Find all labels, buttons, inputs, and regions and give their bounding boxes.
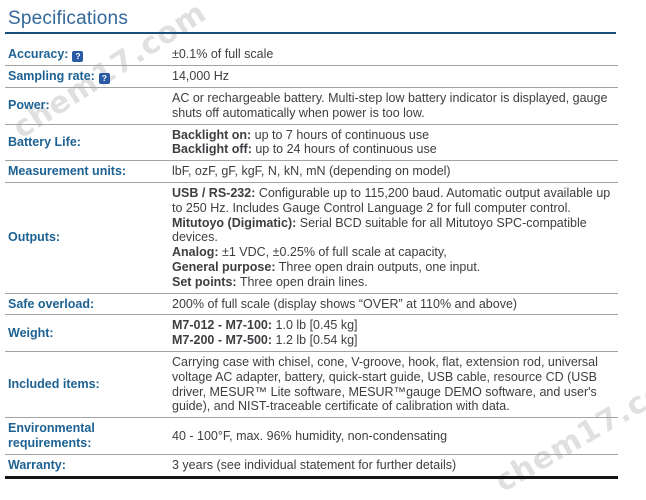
help-icon[interactable]: ? (98, 73, 110, 84)
spec-label-text: Included items: (8, 377, 100, 392)
spec-label-warranty: Warranty: (5, 454, 172, 477)
spec-value-bold-run: M7-200 - M7-500: (172, 333, 273, 348)
spec-value-bold-run: Backlight off: (172, 142, 252, 157)
spec-value-bold-run: M7-012 - M7-100: (172, 318, 273, 333)
spec-value-run: Configurable up to 115,200 baud. Automat… (172, 185, 611, 215)
spec-value-run: AC or rechargeable battery. Multi-step l… (172, 91, 608, 120)
spec-label-text: Weight: (8, 325, 54, 340)
spec-value-bold-run: Backlight on: (172, 127, 252, 142)
spec-value-run: 1.0 lb [0.45 kg] (272, 318, 358, 333)
spec-value-bold-run: Mitutoyo (Digimatic): (172, 215, 297, 230)
spec-value-run: 1.2 lb [0.54 kg] (272, 333, 358, 348)
spec-value-line: Set points: Three open drain lines. (172, 275, 618, 290)
spec-value-line: General purpose: Three open drain output… (172, 260, 618, 275)
spec-row-warranty: Warranty: 3 years (see individual stateme… (5, 454, 618, 477)
spec-value-line: USB / RS-232: Configurable up to 115,200… (172, 186, 618, 216)
spec-label-power: Power: (5, 87, 172, 125)
spec-value-run: ±1 VDC, ±0.25% of full scale at capacity… (218, 245, 447, 260)
spec-label-environmental-requirements: Environmental requirements: (5, 417, 172, 455)
spec-label-text: Power: (8, 98, 50, 113)
spec-value-run: Three open drain outputs, one input. (275, 259, 481, 274)
spec-value-run: up to 7 hours of continuous use (251, 127, 430, 142)
spec-row-weight: Weight: M7-012 - M7-100: 1.0 lb [0.45 kg]… (5, 314, 618, 352)
spec-value-run: Serial BCD suitable for all Mitutoyo SPC… (172, 215, 587, 245)
spec-label-outputs: Outputs: (5, 182, 172, 294)
spec-value-included-items: Carrying case with chisel, cone, V-groov… (172, 351, 618, 419)
spec-value-run: Carrying case with chisel, cone, V-groov… (172, 354, 598, 414)
spec-value-run: Three open drain lines. (236, 274, 368, 289)
spec-label-weight: Weight: (5, 314, 172, 352)
spec-label-text: Environmental requirements: (8, 421, 95, 450)
spec-label-battery-life: Battery Life: (5, 124, 172, 162)
spec-row-accuracy: Accuracy:? ±0.1% of full scale (5, 44, 618, 66)
spec-label-measurement-units: Measurement units: (5, 160, 172, 183)
spec-value-battery-life: Backlight on: up to 7 hours of continuou… (172, 124, 618, 162)
spec-row-sampling-rate: Sampling rate:? 14,000 Hz (5, 65, 618, 88)
spec-value-run: lbF, ozF, gF, kgF, N, kN, mN (depending … (172, 164, 451, 179)
spec-value-line: AC or rechargeable battery. Multi-step l… (172, 91, 618, 121)
spec-value-run: 40 - 100°F, max. 96% humidity, non-conde… (172, 428, 448, 443)
spec-value-measurement-units: lbF, ozF, gF, kgF, N, kN, mN (depending … (172, 160, 618, 183)
spec-value-run: up to 24 hours of continuous use (251, 142, 437, 157)
spec-label-safe-overload: Safe overload: (5, 293, 172, 316)
spec-value-bold-run: Set points: (172, 274, 237, 289)
spec-value-line: M7-012 - M7-100: 1.0 lb [0.45 kg] (172, 318, 618, 333)
spec-value-line: Analog: ±1 VDC, ±0.25% of full scale at … (172, 245, 618, 260)
spec-row-power: Power: AC or rechargeable battery. Multi-… (5, 87, 618, 125)
spec-value-line: 14,000 Hz (172, 69, 618, 84)
spec-row-outputs: Outputs: USB / RS-232: Configurable up to… (5, 182, 618, 294)
spec-row-measurement-units: Measurement units: lbF, ozF, gF, kgF, N, … (5, 160, 618, 183)
spec-value-outputs: USB / RS-232: Configurable up to 115,200… (172, 182, 618, 294)
spec-value-line: Mitutoyo (Digimatic): Serial BCD suitabl… (172, 216, 618, 246)
spec-value-line: lbF, ozF, gF, kgF, N, kN, mN (depending … (172, 164, 618, 179)
spec-label-text: Safe overload: (8, 296, 95, 311)
spec-value-line: Carrying case with chisel, cone, V-groov… (172, 355, 618, 414)
spec-label-sampling-rate: Sampling rate:? (5, 65, 172, 88)
spec-row-included-items: Included items: Carrying case with chisel… (5, 351, 618, 419)
specifications-table: Accuracy:? ±0.1% of full scale Sampling ra… (5, 44, 618, 479)
help-icon[interactable]: ? (72, 51, 84, 62)
spec-value-bold-run: USB / RS-232: (172, 185, 256, 200)
spec-value-bold-run: General purpose: (172, 259, 276, 274)
spec-value-line: 40 - 100°F, max. 96% humidity, non-conde… (172, 429, 618, 444)
spec-value-run: ±0.1% of full scale (172, 47, 274, 62)
spec-value-warranty: 3 years (see individual statement for fu… (172, 454, 618, 477)
spec-value-line: 3 years (see individual statement for fu… (172, 458, 618, 473)
spec-value-line: Backlight on: up to 7 hours of continuou… (172, 128, 618, 143)
spec-label-included-items: Included items: (5, 351, 172, 419)
spec-value-line: 200% of full scale (display shows “OVER”… (172, 297, 618, 312)
spec-value-bold-run: Analog: (172, 245, 219, 260)
spec-label-text: Outputs: (8, 230, 61, 245)
spec-value-safe-overload: 200% of full scale (display shows “OVER”… (172, 293, 618, 316)
spec-value-line: M7-200 - M7-500: 1.2 lb [0.54 kg] (172, 333, 618, 348)
spec-label-text: Warranty: (8, 457, 66, 472)
spec-label-text: Sampling rate: (8, 69, 95, 83)
spec-value-accuracy: ±0.1% of full scale (172, 44, 618, 66)
page-title: Specifications (8, 8, 129, 29)
spec-value-run: 14,000 Hz (172, 69, 229, 84)
spec-row-battery-life: Battery Life: Backlight on: up to 7 hours… (5, 124, 618, 162)
spec-value-environmental-requirements: 40 - 100°F, max. 96% humidity, non-conde… (172, 417, 618, 455)
spec-value-weight: M7-012 - M7-100: 1.0 lb [0.45 kg] M7-200 … (172, 314, 618, 352)
spec-label-text: Measurement units: (8, 164, 127, 179)
spec-value-sampling-rate: 14,000 Hz (172, 65, 618, 88)
spec-label-accuracy: Accuracy:? (5, 44, 172, 66)
spec-value-line: Backlight off: up to 24 hours of continu… (172, 142, 618, 157)
spec-value-run: 200% of full scale (display shows “OVER”… (172, 296, 518, 311)
spec-label-text: Battery Life: (8, 134, 81, 149)
spec-value-line: ±0.1% of full scale (172, 47, 618, 62)
spec-value-power: AC or rechargeable battery. Multi-step l… (172, 87, 618, 125)
spec-value-run: 3 years (see individual statement for fu… (172, 457, 457, 472)
spec-row-environmental-requirements: Environmental requirements: 40 - 100°F, m… (5, 417, 618, 455)
spec-row-safe-overload: Safe overload: 200% of full scale (displa… (5, 293, 618, 316)
spec-label-text: Accuracy: (8, 47, 69, 61)
title-underline (5, 32, 616, 34)
